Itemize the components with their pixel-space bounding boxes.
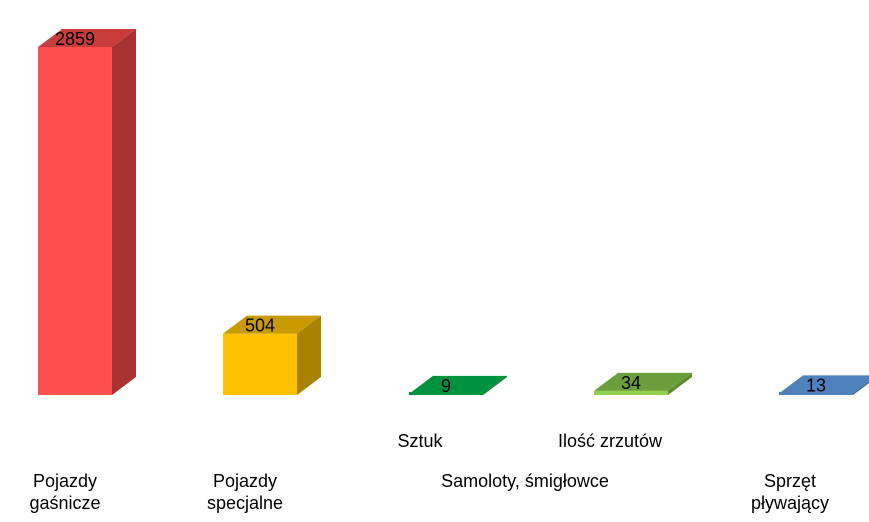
category-label-line: pływający	[750, 493, 830, 513]
bar-side-face	[853, 381, 869, 395]
category-label-line: Pojazdy	[32, 471, 98, 491]
bar-front-edge	[409, 392, 483, 395]
bar-value-label: 9	[441, 376, 451, 396]
bar-5: 13	[779, 375, 869, 395]
bar-1: 2859	[38, 29, 136, 395]
bar-front-face	[223, 333, 297, 395]
bar-value-label: 2859	[55, 29, 95, 49]
category-label-pojazdy-specjalne: Pojazdy specjalne	[190, 470, 300, 514]
sub-category-label-ilosc-zrzutow: Ilość zrzutów	[557, 431, 663, 451]
category-label-line: Samoloty, śmigłowce	[441, 471, 609, 491]
bar-side-face	[668, 372, 692, 395]
bar-front-face	[38, 47, 112, 395]
bar-top-face	[223, 315, 321, 334]
bar-value-label: 504	[245, 316, 275, 336]
category-label-line: specjalne	[206, 493, 284, 513]
bar-side-face	[483, 375, 507, 395]
bar-top-face	[779, 375, 869, 394]
category-label-line: Sprzęt	[763, 471, 817, 491]
bar-side-face	[297, 315, 321, 395]
category-label-sprzet-plywajacy: Sprzęt pływający	[735, 470, 845, 514]
bar-value-label: 13	[806, 375, 826, 395]
bar-front-edge	[779, 392, 853, 395]
sub-category-label-sztuk: Sztuk	[397, 431, 443, 451]
category-label-samoloty-smiglowce: Samoloty, śmigłowce	[390, 470, 660, 492]
category-label-line: gaśnicze	[29, 493, 101, 513]
bar-top-face	[594, 372, 692, 391]
bar-3: 9	[409, 375, 507, 396]
category-label-line: Pojazdy	[212, 471, 278, 491]
bar-top-face	[38, 29, 136, 47]
category-label-pojazdy-gasnicze: Pojazdy gaśnicze	[10, 470, 120, 514]
bar-top-face	[409, 375, 507, 394]
bar-4: 34	[594, 372, 692, 395]
bar-2: 504	[223, 315, 321, 395]
bar-value-label: 34	[621, 373, 641, 393]
bar-front-edge	[594, 392, 668, 395]
bar-side-face	[112, 29, 136, 395]
